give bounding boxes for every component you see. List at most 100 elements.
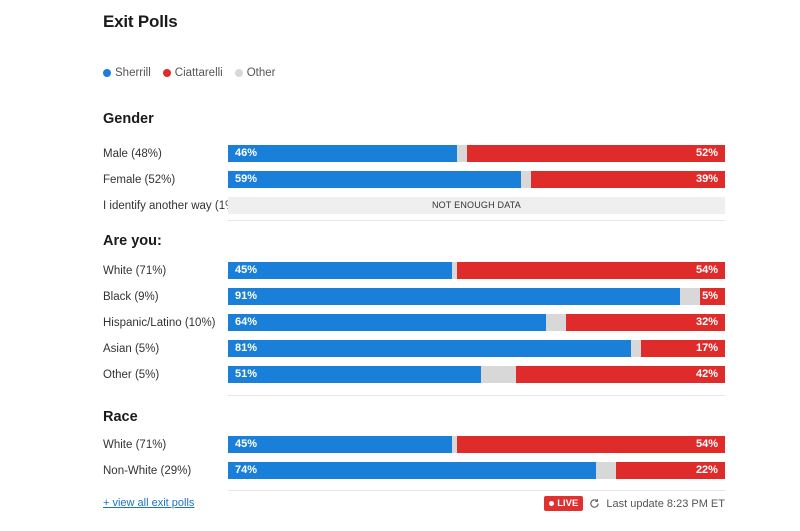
live-dot-icon [549, 501, 555, 506]
ciattarelli-segment: 42% [516, 366, 725, 383]
result-bar: 81% 17% [228, 340, 725, 357]
ciattarelli-dot-icon [162, 69, 171, 77]
sherrill-dot-icon [103, 69, 111, 77]
poll-row: Female (52%) 59% 39% [103, 171, 725, 197]
view-all-exit-polls-link[interactable]: + view all exit polls [103, 497, 195, 509]
ciattarelli-segment-label: 42% [695, 368, 718, 380]
ciattarelli-segment: 22% [615, 462, 725, 479]
section-are-you: Are you: White (71%) 45% 54% Black (9%) 9… [103, 232, 725, 392]
sherrill-segment-label: 64% [235, 316, 258, 328]
legend-label: Other [246, 67, 276, 79]
row-label: Male (48%) [103, 148, 162, 160]
ciattarelli-segment: 52% [466, 145, 725, 162]
row-label: Hispanic/Latino (10%) [103, 317, 216, 329]
row-label: Black (9%) [103, 291, 159, 303]
section-title: Gender [103, 111, 154, 127]
ciattarelli-segment-label: 52% [695, 147, 718, 159]
section-race: Race White (71%) 45% 54% Non-White (29%) … [103, 408, 725, 488]
legend: Sherrill Ciattarelli Other [103, 67, 276, 79]
sherrill-segment: 45% [228, 262, 452, 279]
page-title: Exit Polls [103, 12, 178, 31]
ciattarelli-segment-label: 17% [695, 342, 718, 354]
poll-row: White (71%) 45% 54% [103, 262, 725, 288]
row-label: White (71%) [103, 439, 167, 451]
other-segment [546, 314, 566, 331]
result-bar: 45% 54% [228, 436, 725, 453]
legend-item-sherrill: Sherrill [103, 67, 151, 79]
sherrill-segment: 51% [228, 366, 482, 383]
poll-row: Other (5%) 51% 42% [103, 366, 725, 392]
ciattarelli-segment-label: 54% [695, 438, 718, 450]
other-segment [595, 462, 616, 479]
sherrill-segment: 74% [228, 462, 596, 479]
section-title: Are you: [103, 233, 162, 249]
legend-label: Ciattarelli [174, 67, 223, 79]
other-segment [521, 171, 532, 188]
section-title: Race [103, 409, 138, 425]
poll-row: I identify another way (1%) NOT ENOUGH D… [103, 197, 725, 223]
legend-label: Sherrill [115, 67, 151, 79]
ciattarelli-segment: 39% [531, 171, 725, 188]
result-bar: 91% 5% [228, 288, 725, 305]
ciattarelli-segment-label: 54% [695, 264, 718, 276]
ciattarelli-segment: 5% [700, 288, 725, 305]
result-bar: 64% 32% [228, 314, 725, 331]
sherrill-segment-label: 81% [235, 342, 258, 354]
other-segment [680, 288, 701, 305]
ciattarelli-segment: 17% [640, 340, 725, 357]
sherrill-segment: 81% [228, 340, 631, 357]
update-status: LIVE Last update 8:23 PM ET [544, 496, 725, 511]
ciattarelli-segment: 54% [456, 262, 725, 279]
other-segment [451, 262, 457, 279]
sherrill-segment: 46% [228, 145, 457, 162]
sherrill-segment: 45% [228, 436, 452, 453]
result-bar: 46% 52% [228, 145, 725, 162]
ciattarelli-segment-label: 32% [695, 316, 718, 328]
row-label: I identify another way (1%) [103, 200, 240, 212]
poll-row: Male (48%) 46% 52% [103, 145, 725, 171]
live-label: LIVE [557, 498, 579, 509]
section-divider [228, 395, 725, 396]
refresh-icon[interactable] [589, 498, 600, 509]
result-bar: 59% 39% [228, 171, 725, 188]
ciattarelli-segment: 54% [456, 436, 725, 453]
live-badge: LIVE [544, 496, 584, 511]
last-update-text: Last update 8:23 PM ET [606, 497, 725, 510]
section-gender: Gender Male (48%) 46% 52% Female (52%) 59… [103, 110, 725, 223]
ciattarelli-segment: 32% [565, 314, 725, 331]
poll-row: Hispanic/Latino (10%) 64% 32% [103, 314, 725, 340]
legend-item-ciattarelli: Ciattarelli [162, 67, 223, 79]
section-divider [228, 490, 725, 491]
row-label: White (71%) [103, 265, 167, 277]
legend-item-other: Other [234, 67, 276, 79]
other-segment [630, 340, 641, 357]
sherrill-segment-label: 45% [235, 438, 258, 450]
poll-row: Non-White (29%) 74% 22% [103, 462, 725, 488]
poll-row: White (71%) 45% 54% [103, 436, 725, 462]
row-label: Asian (5%) [103, 343, 160, 355]
row-label: Non-White (29%) [103, 465, 192, 477]
ciattarelli-segment-label: 22% [695, 464, 718, 476]
other-segment [456, 145, 467, 162]
sherrill-segment-label: 59% [235, 173, 258, 185]
section-divider [228, 220, 725, 221]
sherrill-segment-label: 46% [235, 147, 258, 159]
row-label: Female (52%) [103, 174, 176, 186]
sherrill-segment: 64% [228, 314, 547, 331]
row-label: Other (5%) [103, 369, 160, 381]
result-bar: 74% 22% [228, 462, 725, 479]
sherrill-segment: 91% [228, 288, 681, 305]
sherrill-segment-label: 74% [235, 464, 258, 476]
poll-row: Black (9%) 91% 5% [103, 288, 725, 314]
result-bar: 45% 54% [228, 262, 725, 279]
other-dot-icon [234, 69, 243, 77]
ciattarelli-segment-label: 5% [702, 290, 718, 302]
other-segment [451, 436, 457, 453]
result-bar: 51% 42% [228, 366, 725, 383]
sherrill-segment: 59% [228, 171, 522, 188]
sherrill-segment-label: 51% [235, 368, 258, 380]
poll-row: Asian (5%) 81% 17% [103, 340, 725, 366]
not-enough-data-bar: NOT ENOUGH DATA [228, 197, 725, 214]
ciattarelli-segment-label: 39% [695, 173, 718, 185]
sherrill-segment-label: 91% [235, 290, 258, 302]
